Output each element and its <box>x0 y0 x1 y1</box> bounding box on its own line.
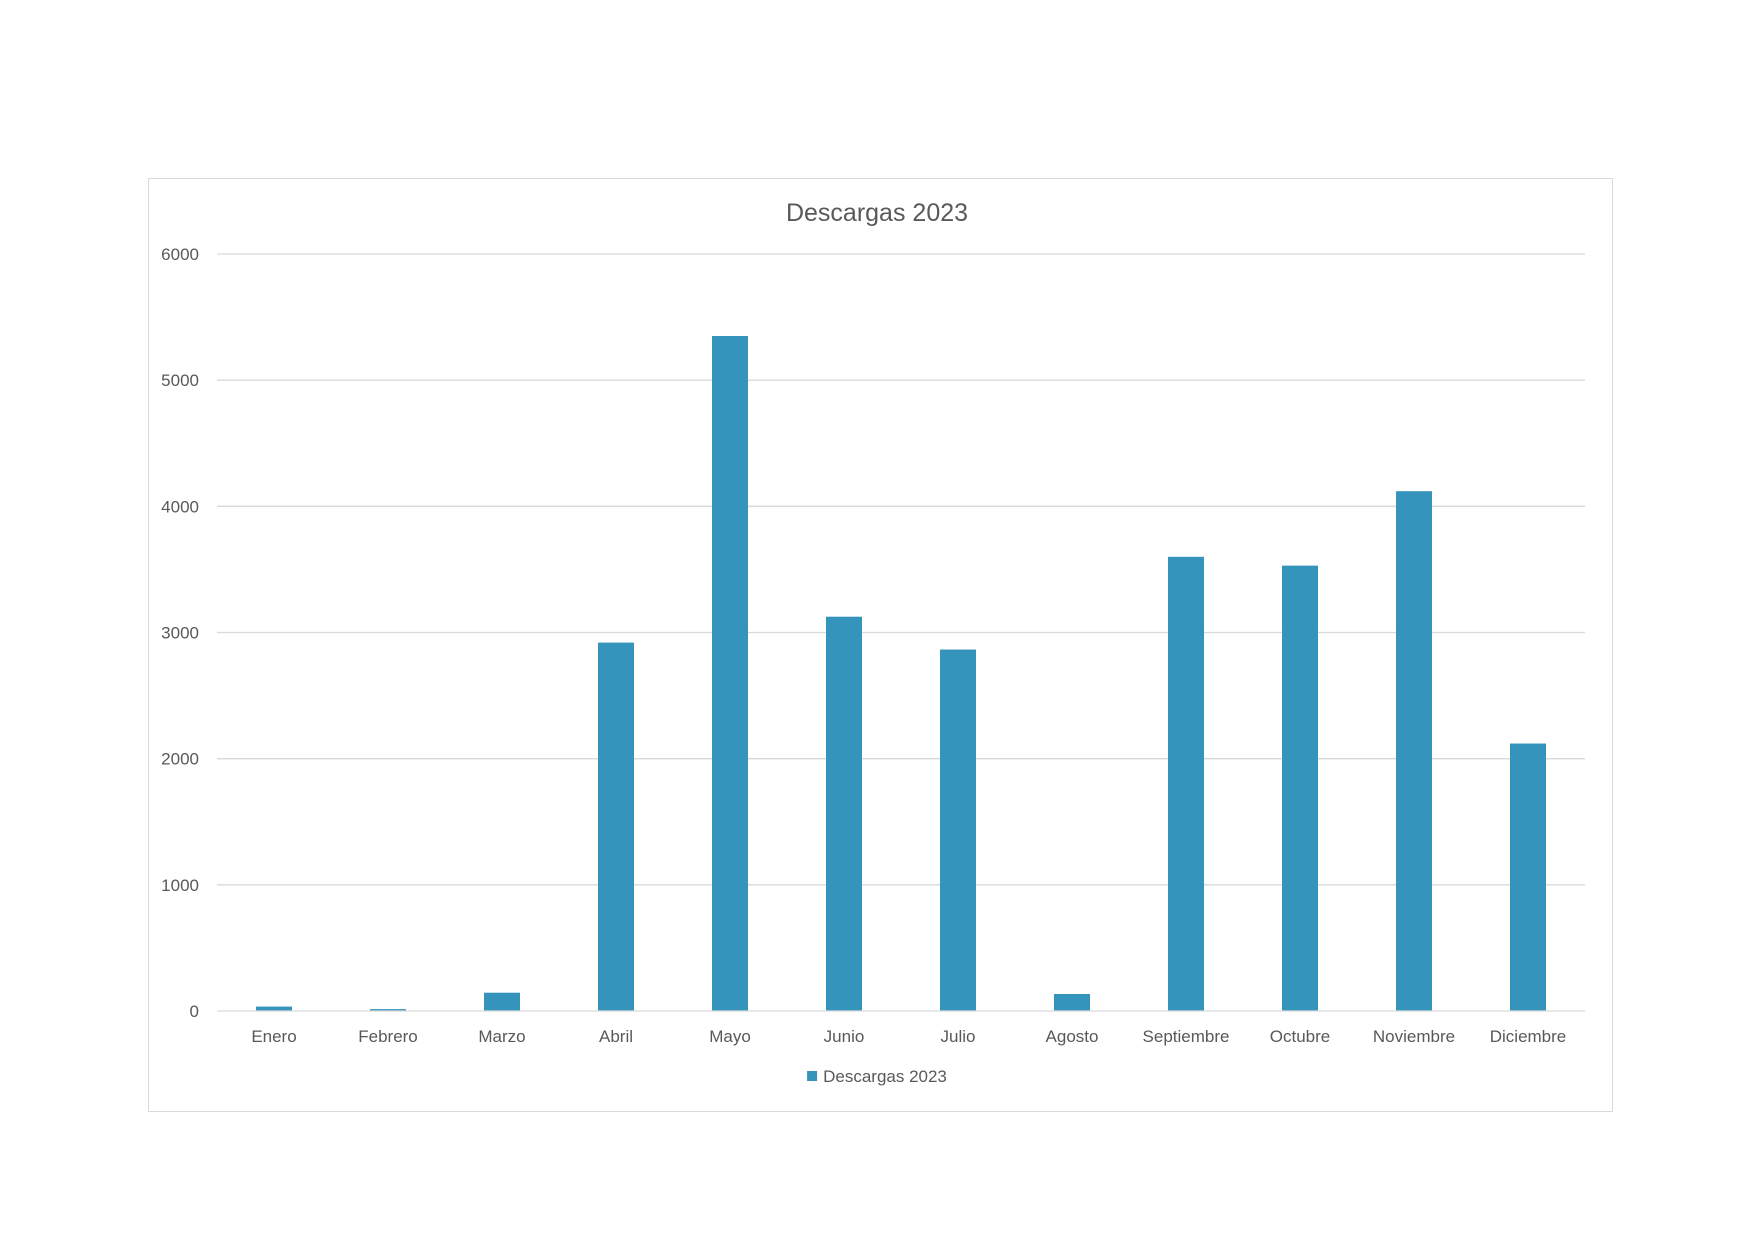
legend-label: Descargas 2023 <box>823 1067 947 1086</box>
bar-junio <box>826 616 862 1011</box>
bar-abril <box>598 642 634 1011</box>
x-tick-label: Mayo <box>709 1027 751 1046</box>
x-tick-label: Noviembre <box>1373 1027 1455 1046</box>
x-tick-label: Diciembre <box>1490 1027 1567 1046</box>
x-tick-label: Septiembre <box>1143 1027 1230 1046</box>
y-tick-label: 1000 <box>161 876 199 895</box>
x-tick-label: Junio <box>824 1027 865 1046</box>
x-tick-label: Enero <box>251 1027 296 1046</box>
y-axis-tick-labels: 0 1000 2000 3000 4000 5000 6000 <box>161 245 199 1021</box>
bar-marzo <box>484 992 520 1011</box>
bar-octubre <box>1282 565 1318 1011</box>
gridlines <box>217 253 1585 886</box>
bar-mayo <box>712 336 748 1012</box>
y-tick-label: 2000 <box>161 750 199 769</box>
bar-enero <box>256 1006 292 1011</box>
chart-title: Descargas 2023 <box>786 199 968 227</box>
x-tick-label: Julio <box>941 1027 976 1046</box>
bar-febrero <box>370 1009 406 1011</box>
bars <box>256 336 1546 1012</box>
bar-septiembre <box>1168 556 1204 1011</box>
x-tick-label: Agosto <box>1046 1027 1099 1046</box>
x-tick-label: Marzo <box>478 1027 525 1046</box>
y-tick-label: 3000 <box>161 624 199 643</box>
x-axis-tick-labels: Enero Febrero Marzo Abril Mayo Junio Julio Agos… <box>251 1027 1566 1046</box>
y-tick-label: 4000 <box>161 497 199 516</box>
legend: Descargas 2023 <box>807 1067 947 1086</box>
bar-noviembre <box>1396 491 1432 1011</box>
legend-swatch <box>807 1071 818 1081</box>
bar-agosto <box>1054 993 1090 1011</box>
bar-diciembre <box>1510 743 1546 1011</box>
y-tick-label: 6000 <box>161 245 199 264</box>
x-tick-label: Abril <box>599 1027 633 1046</box>
bar-julio <box>940 649 976 1011</box>
y-tick-label: 5000 <box>161 371 199 390</box>
chart-area <box>148 178 1613 1112</box>
y-tick-label: 0 <box>190 1002 199 1021</box>
x-tick-label: Octubre <box>1270 1027 1330 1046</box>
x-tick-label: Febrero <box>358 1027 418 1046</box>
